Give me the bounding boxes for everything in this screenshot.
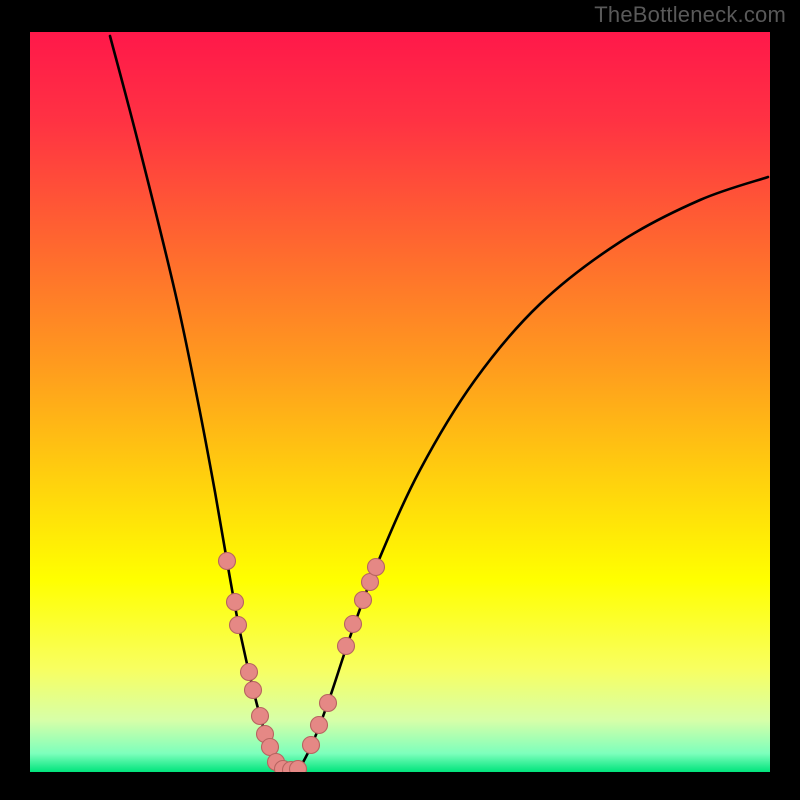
root: TheBottleneck.com — [0, 0, 800, 800]
data-marker — [355, 592, 372, 609]
data-marker — [290, 761, 307, 778]
data-marker — [245, 682, 262, 699]
data-marker — [241, 664, 258, 681]
data-marker — [362, 574, 379, 591]
data-marker — [311, 717, 328, 734]
data-marker — [368, 559, 385, 576]
data-marker — [230, 617, 247, 634]
data-marker — [262, 739, 279, 756]
plot-background — [30, 32, 770, 772]
data-marker — [252, 708, 269, 725]
data-marker — [219, 553, 236, 570]
data-marker — [320, 695, 337, 712]
bottleneck-chart — [0, 0, 800, 800]
data-marker — [338, 638, 355, 655]
data-marker — [303, 737, 320, 754]
data-marker — [345, 616, 362, 633]
data-marker — [227, 594, 244, 611]
